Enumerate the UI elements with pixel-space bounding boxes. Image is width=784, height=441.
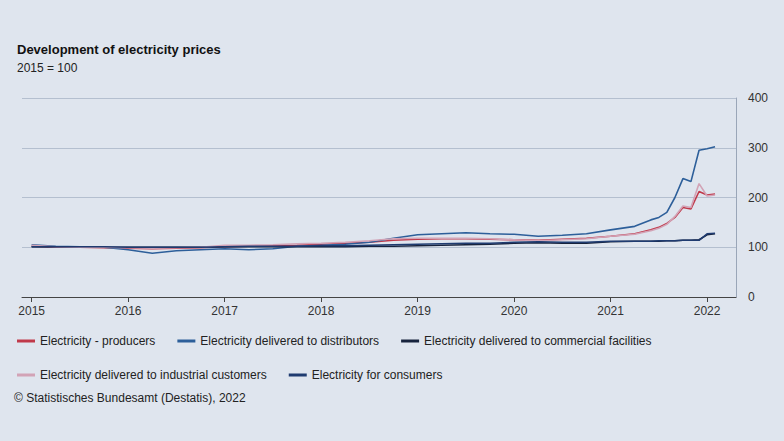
svg-text:400: 400	[748, 91, 768, 105]
svg-text:© Statistisches Bundesamt (Des: © Statistisches Bundesamt (Destatis), 20…	[14, 391, 246, 405]
svg-text:200: 200	[748, 191, 768, 205]
svg-text:Electricity for consumers: Electricity for consumers	[312, 368, 443, 382]
svg-text:Electricity delivered to comme: Electricity delivered to commercial faci…	[424, 334, 651, 348]
svg-text:300: 300	[748, 141, 768, 155]
svg-text:2022: 2022	[694, 304, 721, 318]
svg-text:2015 = 100: 2015 = 100	[17, 61, 78, 75]
svg-text:Development of electricity pri: Development of electricity prices	[17, 42, 221, 57]
svg-text:Electricity delivered to distr: Electricity delivered to distributors	[200, 334, 379, 348]
svg-text:100: 100	[748, 240, 768, 254]
svg-text:Electricity - producers: Electricity - producers	[40, 334, 155, 348]
svg-text:2021: 2021	[597, 304, 624, 318]
svg-text:2017: 2017	[211, 304, 238, 318]
svg-text:2019: 2019	[404, 304, 431, 318]
svg-text:Electricity delivered to indus: Electricity delivered to industrial cust…	[40, 368, 267, 382]
svg-text:2020: 2020	[501, 304, 528, 318]
svg-text:2018: 2018	[308, 304, 335, 318]
svg-text:2016: 2016	[115, 304, 142, 318]
svg-text:2015: 2015	[18, 304, 45, 318]
svg-text:0: 0	[748, 290, 755, 304]
